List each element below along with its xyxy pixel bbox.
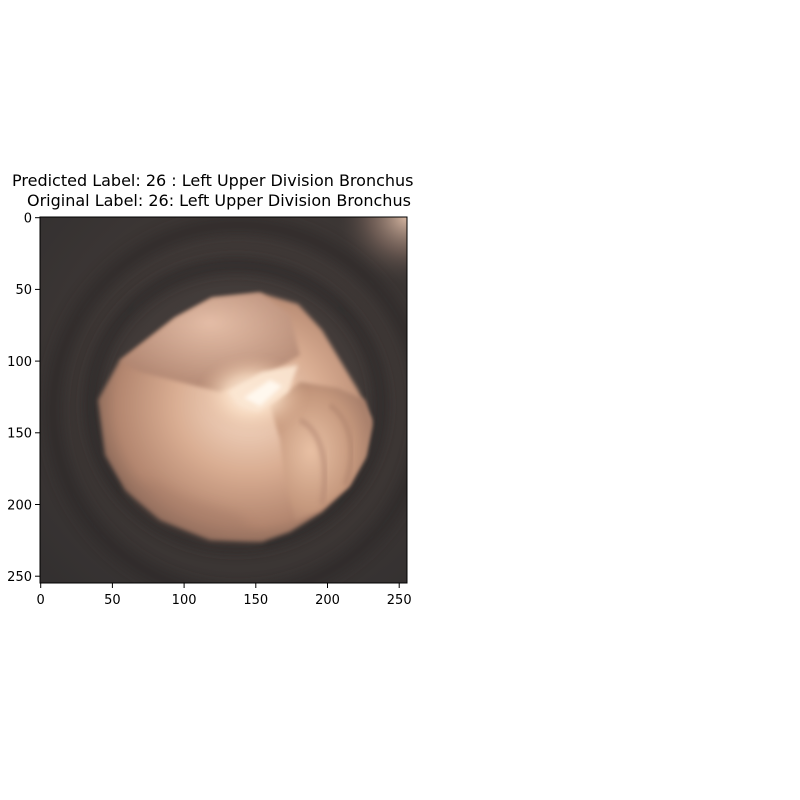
x-tick-label: 150 (243, 593, 268, 608)
x-tick-label: 100 (172, 593, 197, 608)
y-tick-label: 100 (7, 355, 32, 370)
predicted-label-title: Predicted Label: 26 : Left Upper Divisio… (12, 171, 414, 190)
x-tick-label: 250 (387, 593, 412, 608)
y-tick-label: 250 (7, 570, 32, 585)
y-tick-label: 200 (7, 498, 32, 513)
bronchoscopy-image (40, 217, 407, 583)
y-tick-label: 150 (7, 427, 32, 442)
original-label-title: Original Label: 26: Left Upper Division … (27, 191, 411, 210)
x-tick-label: 200 (315, 593, 340, 608)
axes-frame (39, 216, 408, 584)
y-tick-label: 50 (15, 283, 32, 298)
y-tick-label: 0 (24, 212, 32, 227)
x-axis: 0 50 100 150 200 250 (37, 583, 412, 608)
y-axis: 0 50 100 150 200 250 (7, 212, 40, 585)
x-tick-label: 0 (37, 593, 45, 608)
x-tick-label: 50 (104, 593, 121, 608)
